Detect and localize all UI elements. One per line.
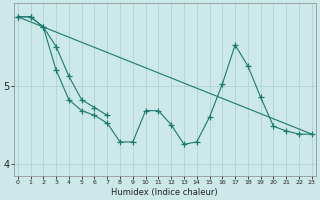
X-axis label: Humidex (Indice chaleur): Humidex (Indice chaleur) [111,188,218,197]
